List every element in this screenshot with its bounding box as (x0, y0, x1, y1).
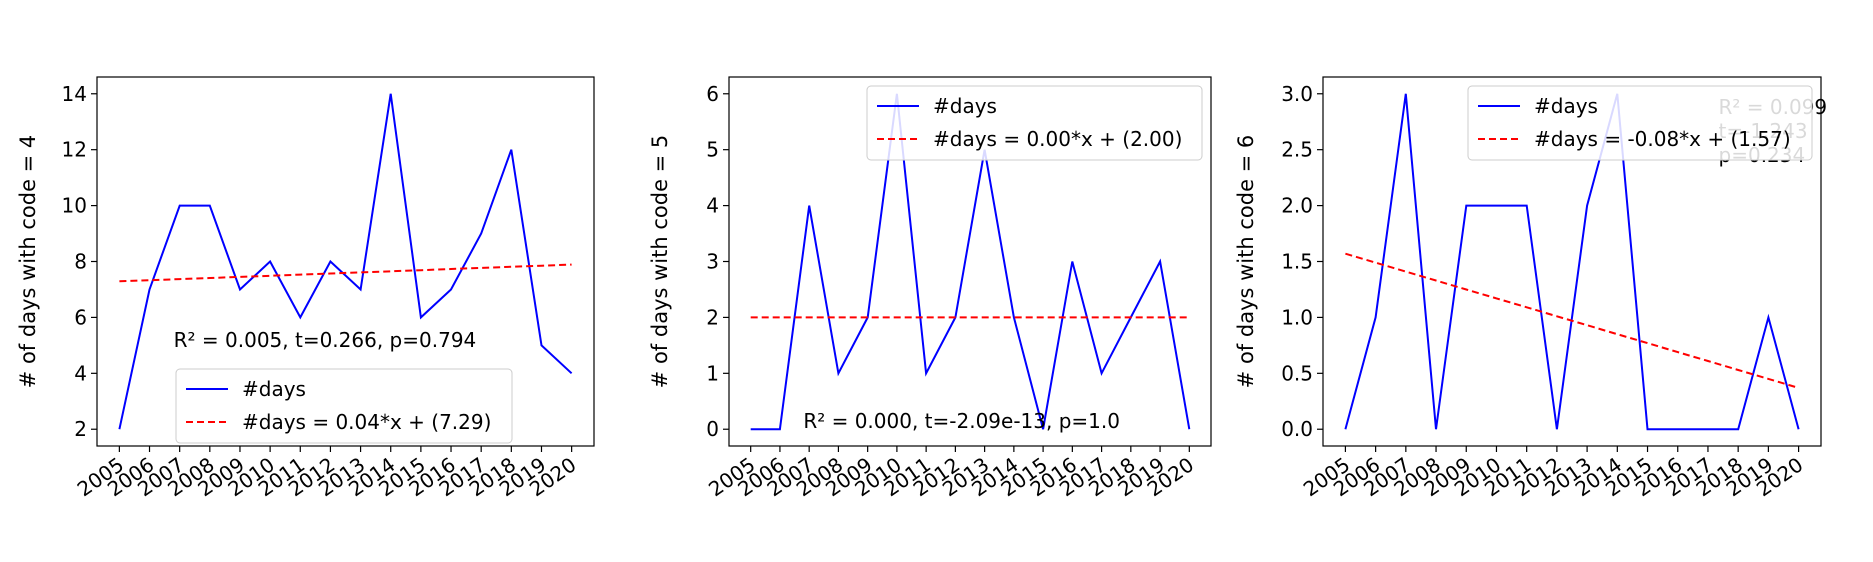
legend-box (1467, 85, 1813, 161)
legend-label-days: #days (242, 377, 306, 401)
y-tick-label: 5 (706, 138, 719, 162)
y-tick-label: 4 (74, 361, 87, 385)
y-tick-label: 14 (62, 82, 87, 106)
trend-line (1345, 252, 1799, 389)
y-axis-label: # of days with code = 4 (16, 135, 40, 389)
y-axis-label: # of days with code = 5 (648, 135, 672, 389)
legend: #days #days = 0.04*x + (7.29) (175, 368, 513, 444)
y-tick-label: 3.0 (1281, 82, 1313, 106)
chart-panel-1: 2468101214200520062007200820092010201120… (16, 76, 595, 501)
series-line-days (750, 93, 1191, 431)
y-tick-label: 6 (74, 305, 87, 329)
legend: #days #days = 0.00*x + (2.00) (866, 85, 1203, 161)
legend-label-trend: #days = 0.04*x + (7.29) (242, 410, 491, 434)
y-tick-label: 8 (74, 250, 87, 274)
chart-panel-3: 0.00.51.01.52.02.53.02005200620072008200… (1234, 76, 1827, 501)
legend-label-days: #days (1534, 94, 1598, 118)
y-tick-label: 2.5 (1281, 138, 1313, 162)
legend-box (866, 85, 1203, 161)
series-line-days (1344, 93, 1800, 431)
legend-label-days: #days (933, 94, 997, 118)
y-tick-label: 2.0 (1281, 194, 1313, 218)
legend: #days #days = -0.08*x + (1.57) (1467, 85, 1813, 161)
legend-label-trend: #days = 0.00*x + (2.00) (933, 127, 1182, 151)
y-tick-label: 1 (706, 361, 719, 385)
y-tick-label: 12 (62, 138, 87, 162)
y-tick-label: 0.0 (1281, 417, 1313, 441)
stats-annotation: R² = 0.000, t=-2.09e-13, p=1.0 (803, 409, 1120, 433)
y-tick-label: 2 (706, 305, 719, 329)
y-tick-label: 4 (706, 194, 719, 218)
legend-label-trend: #days = -0.08*x + (1.57) (1534, 127, 1791, 151)
y-tick-label: 10 (62, 194, 87, 218)
y-tick-label: 3 (706, 250, 719, 274)
trend-line (119, 263, 572, 283)
y-tick-label: 1.5 (1281, 250, 1313, 274)
y-tick-label: 0 (706, 417, 719, 441)
y-tick-label: 1.0 (1281, 305, 1313, 329)
series-line-days (118, 93, 573, 430)
y-tick-label: 2 (74, 417, 87, 441)
legend-box (175, 368, 513, 444)
y-tick-label: 6 (706, 82, 719, 106)
chart-panel-2: 0123456200520062007200820092010201120122… (648, 76, 1212, 501)
y-axis-label: # of days with code = 6 (1234, 135, 1258, 389)
y-tick-label: 0.5 (1281, 361, 1313, 385)
stats-annotation: R² = 0.005, t=0.266, p=0.794 (174, 328, 477, 352)
